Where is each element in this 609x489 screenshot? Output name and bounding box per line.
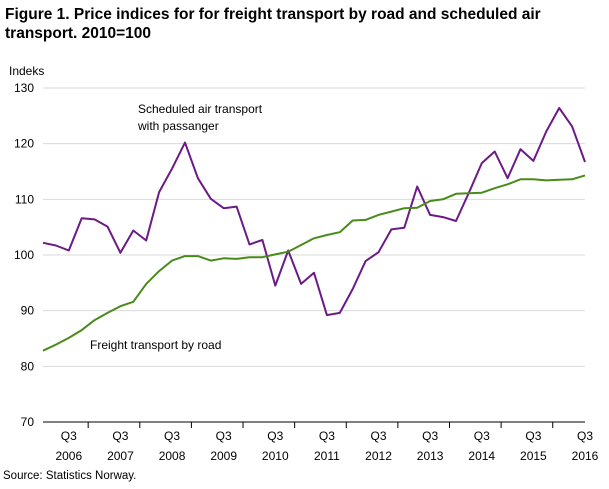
y-tick-label-90: 90 — [21, 304, 35, 318]
x-tick-year-2014: 2014 — [468, 449, 495, 463]
chart-title: Figure 1. Price indices for for freight … — [5, 6, 541, 42]
x-tick-year-2008: 2008 — [159, 449, 186, 463]
y-tick-label-130: 130 — [14, 81, 34, 95]
y-tick-label-80: 80 — [21, 359, 35, 373]
x-tick-quarter-2007: Q3 — [112, 429, 128, 443]
x-tick-quarter-2006: Q3 — [61, 429, 77, 443]
series-label-0-line-0: Scheduled air transport — [138, 102, 263, 116]
y-tick-label-100: 100 — [14, 248, 34, 262]
x-tick-quarter-2015: Q3 — [525, 429, 541, 443]
x-tick-year-2006: 2006 — [55, 449, 82, 463]
source-note: Source: Statistics Norway. — [3, 470, 137, 482]
series-line-1 — [42, 174, 586, 352]
x-tick-year-2012: 2012 — [365, 449, 392, 463]
x-tick-year-2007: 2007 — [107, 449, 134, 463]
x-tick-quarter-2012: Q3 — [371, 429, 387, 443]
y-axis-ticks: 70 80 90 100 110 120 130 — [14, 81, 34, 429]
x-tick-quarter-2011: Q3 — [319, 429, 335, 443]
series-label-1-line-0: Freight transport by road — [90, 338, 221, 352]
x-tick-quarter-2010: Q3 — [267, 429, 283, 443]
x-tick-year-2010: 2010 — [262, 449, 289, 463]
x-tick-quarter-2008: Q3 — [164, 429, 180, 443]
series-label-0-line-1: with passanger — [137, 119, 219, 133]
x-tick-quarter-2016: Q3 — [577, 429, 593, 443]
series-lines — [42, 107, 586, 352]
y-tick-label-70: 70 — [21, 415, 35, 429]
x-axis: Q3 2006 Q3 2007 Q3 2008 Q3 2009 Q3 2010 Q3 2011 Q3 20… — [43, 421, 599, 463]
y-tick-label-110: 110 — [15, 192, 34, 206]
y-tick-label-120: 120 — [14, 137, 34, 151]
x-tick-quarter-2009: Q3 — [216, 429, 232, 443]
x-tick-quarter-2013: Q3 — [422, 429, 438, 443]
x-tick-year-2009: 2009 — [210, 449, 237, 463]
x-tick-quarter-2014: Q3 — [474, 429, 490, 443]
x-tick-year-2015: 2015 — [520, 449, 547, 463]
y-axis-label: Indeks — [9, 64, 44, 78]
x-tick-year-2016: 2016 — [572, 449, 599, 463]
series-labels: Scheduled air transport with passanger Fre… — [90, 102, 263, 352]
series-line-0 — [42, 107, 586, 317]
grid-lines — [43, 87, 585, 367]
x-tick-year-2013: 2013 — [417, 449, 444, 463]
x-tick-year-2011: 2011 — [314, 449, 340, 463]
